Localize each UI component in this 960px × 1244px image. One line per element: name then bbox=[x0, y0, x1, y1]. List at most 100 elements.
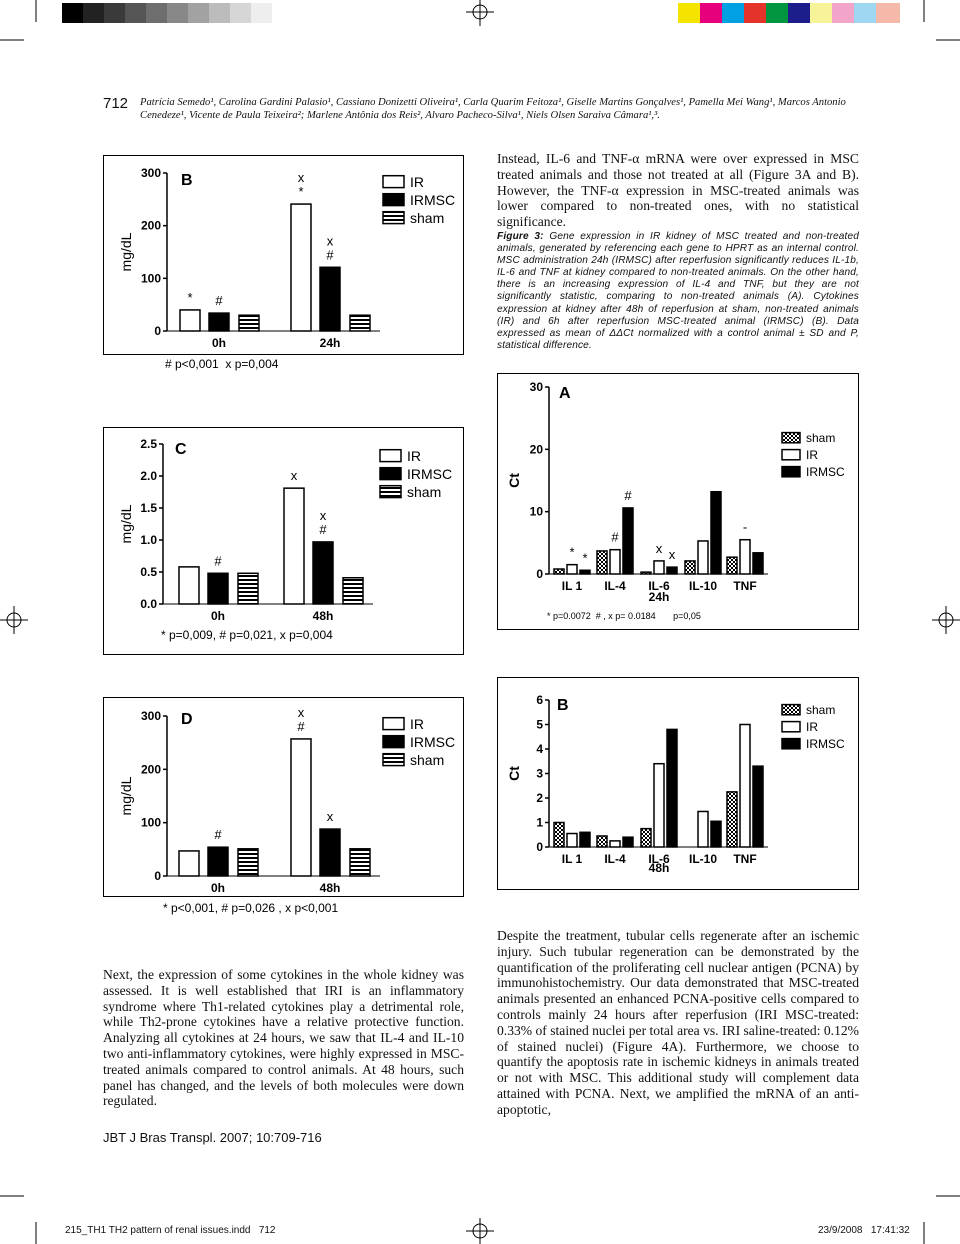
y-axis-label: Ct bbox=[506, 766, 522, 781]
significance-mark: x bbox=[669, 547, 676, 562]
figure-caption: Figure 3: Gene expression in IR kidney o… bbox=[497, 231, 859, 352]
x-tick-label: 24h bbox=[320, 336, 341, 350]
chart: 0 10 20 30 Ct A IL 1 * * IL-4 # # IL-6 x x IL-10 TNF - 24h… bbox=[497, 373, 859, 630]
significance-mark: * bbox=[298, 184, 303, 199]
y-tick-label: 30 bbox=[530, 380, 544, 394]
x-tick-label: 0h bbox=[211, 881, 225, 895]
x-tick-label: TNF bbox=[733, 579, 756, 593]
y-tick-label: 100 bbox=[141, 816, 161, 830]
significance-mark: # bbox=[319, 522, 327, 537]
legend-label: sham bbox=[410, 752, 444, 768]
significance-note: * p=0.0072 # , x p= 0.0184 p=0,05 bbox=[547, 611, 701, 621]
x-tick-label: IL-10 bbox=[689, 579, 717, 593]
legend-swatch bbox=[382, 174, 405, 189]
significance-mark: * bbox=[187, 290, 192, 305]
panel-label: C bbox=[175, 441, 187, 458]
bar bbox=[653, 560, 665, 575]
legend-label: IR bbox=[407, 448, 421, 464]
caption-label: Figure 3: bbox=[497, 231, 544, 242]
legend-label: IR bbox=[410, 174, 424, 190]
paragraph: Next, the expression of some cytokines i… bbox=[103, 967, 464, 1109]
y-tick-label: 200 bbox=[141, 762, 161, 776]
footer: JBT J Bras Transpl. 2007; 10:709-716 bbox=[103, 1130, 322, 1145]
significance-note: # p<0,001 x p=0,004 bbox=[165, 357, 279, 371]
chart-frame bbox=[103, 427, 464, 655]
bar bbox=[553, 568, 565, 575]
chart-frame bbox=[103, 697, 464, 897]
x-tick-label: IL-10 bbox=[689, 852, 717, 866]
bar bbox=[566, 832, 578, 848]
paragraph: Instead, IL-6 and TNF-α mRNA were over e… bbox=[497, 151, 859, 230]
y-tick-label: 1 bbox=[536, 816, 543, 830]
bar bbox=[349, 848, 371, 877]
bar bbox=[726, 791, 738, 848]
y-tick-label: 100 bbox=[141, 271, 161, 285]
bar bbox=[579, 569, 591, 575]
significance-mark: x bbox=[327, 809, 334, 824]
bar bbox=[238, 314, 260, 332]
significance-mark: x bbox=[656, 541, 663, 556]
caption-text: Gene expression in IR kidney of MSC trea… bbox=[497, 231, 859, 351]
x-tick-label: 48h bbox=[313, 609, 334, 623]
y-tick-label: 6 bbox=[536, 693, 543, 707]
legend-swatch bbox=[781, 465, 801, 478]
y-tick-label: 0 bbox=[536, 567, 543, 581]
authors: Patrícia Semedo¹, Carolina Gardini Palas… bbox=[140, 97, 846, 121]
x-tick-label: IL-6 bbox=[648, 579, 670, 593]
x-tick-label: IL-4 bbox=[604, 579, 626, 593]
x-axis-label: 48h bbox=[649, 861, 670, 875]
panel-label: B bbox=[557, 697, 569, 714]
bar bbox=[752, 552, 764, 575]
significance-mark: # bbox=[326, 247, 334, 262]
bar bbox=[739, 538, 751, 575]
bar bbox=[609, 840, 621, 848]
bar bbox=[622, 507, 634, 575]
significance-mark: # bbox=[214, 827, 222, 842]
color-bar bbox=[678, 3, 900, 23]
bar bbox=[208, 312, 230, 332]
bar bbox=[349, 314, 371, 332]
legend-swatch bbox=[382, 716, 405, 731]
legend-swatch bbox=[781, 720, 801, 733]
x-tick-label: 0h bbox=[211, 609, 225, 623]
legend-label: IRMSC bbox=[410, 192, 455, 208]
significance-mark: * bbox=[569, 545, 574, 560]
legend-swatch bbox=[379, 484, 402, 499]
y-axis-label: mg/dL bbox=[118, 504, 134, 543]
bar bbox=[312, 541, 334, 605]
significance-note: * p=0,009, # p=0,021, x p=0,004 bbox=[161, 628, 333, 642]
x-tick-label: 48h bbox=[320, 881, 341, 895]
bar bbox=[283, 487, 305, 605]
bar bbox=[739, 723, 751, 848]
y-tick-label: 300 bbox=[141, 709, 161, 723]
bar bbox=[579, 831, 591, 848]
legend-swatch bbox=[781, 448, 801, 461]
y-tick-label: 0 bbox=[154, 869, 161, 883]
x-tick-label: IL-6 bbox=[648, 852, 670, 866]
page-number: 712 bbox=[103, 95, 129, 112]
bar bbox=[684, 560, 696, 575]
y-tick-label: 2 bbox=[536, 791, 543, 805]
significance-note: * p<0,001, # p=0,026 , x p<0,001 bbox=[163, 901, 338, 915]
bar bbox=[178, 566, 200, 605]
y-tick-label: 300 bbox=[141, 166, 161, 180]
paragraph: Despite the treatment, tubular cells reg… bbox=[497, 928, 859, 1117]
bar bbox=[710, 490, 722, 575]
y-tick-label: 0.0 bbox=[140, 597, 157, 611]
legend-label: IRMSC bbox=[806, 737, 845, 751]
significance-mark: # bbox=[611, 530, 619, 545]
significance-mark: x bbox=[291, 468, 298, 483]
legend-swatch bbox=[382, 734, 405, 749]
legend-swatch bbox=[781, 737, 801, 750]
legend-label: sham bbox=[806, 431, 835, 445]
x-tick-label: TNF bbox=[733, 852, 756, 866]
y-axis-label: Ct bbox=[506, 473, 522, 488]
bar bbox=[290, 203, 312, 332]
bar bbox=[319, 828, 341, 877]
chart-frame bbox=[497, 677, 859, 890]
bar bbox=[237, 848, 259, 877]
significance-mark: x bbox=[327, 233, 334, 248]
x-axis-label: 24h bbox=[649, 590, 670, 604]
